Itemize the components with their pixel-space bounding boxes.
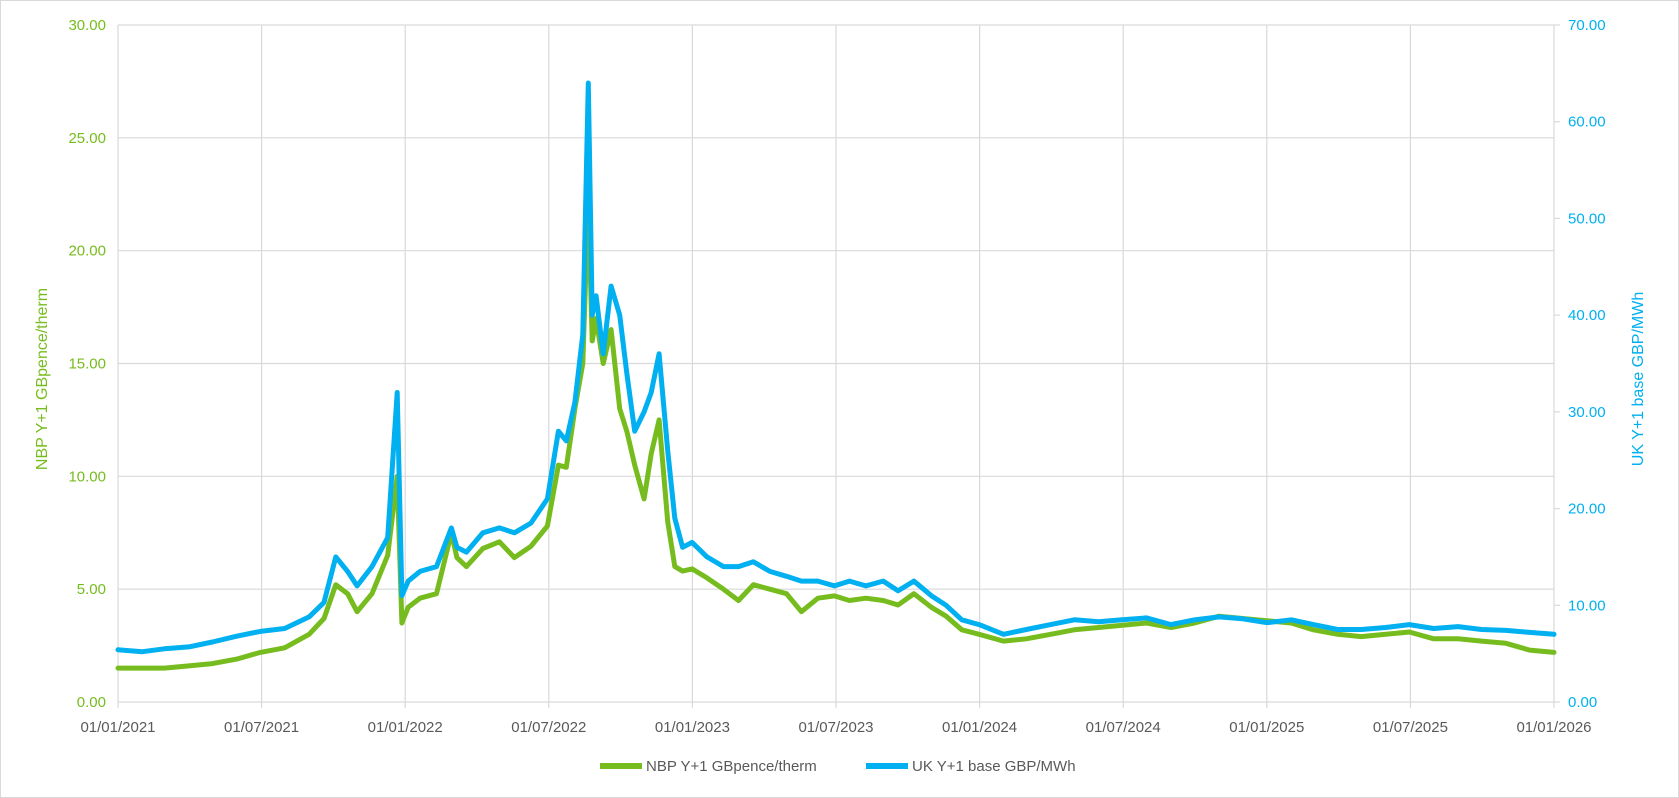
y-axis-title-left: NBP Y+1 GBpence/therm — [34, 288, 51, 470]
legend-label-uk: UK Y+1 base GBP/MWh — [912, 758, 1076, 775]
y-tick-label-left: 30.00 — [68, 17, 106, 34]
series-layer — [115, 80, 1557, 671]
series-line-uk — [115, 80, 1557, 655]
x-tick-label: 01/07/2022 — [511, 719, 586, 736]
x-tick-label: 01/01/2022 — [368, 719, 443, 736]
legend-label-nbp: NBP Y+1 GBpence/therm — [646, 758, 817, 775]
y-axis-title-right: UK Y+1 base GBP/MWh — [1630, 292, 1647, 466]
y-tick-label-right: 10.00 — [1568, 597, 1606, 614]
x-tick-label: 01/07/2023 — [798, 719, 873, 736]
y-tick-label-right: 20.00 — [1568, 501, 1606, 518]
y-tick-label-right: 50.00 — [1568, 210, 1606, 227]
ticks-layer: 0.00 5.00 10.00 15.00 20.00 25.00 30.00 01/01/2… — [68, 17, 1605, 736]
y-tick-label-left: 5.00 — [77, 581, 106, 598]
y-tick-label-left: 20.00 — [68, 243, 106, 260]
legend: NBP Y+1 GBpence/therm UK Y+1 base GBP/MW… — [600, 758, 1076, 775]
y-tick-label-left: 0.00 — [77, 694, 106, 711]
y-tick-label-right: 30.00 — [1568, 404, 1606, 421]
grid-layer — [117, 24, 1560, 708]
x-tick-label: 01/07/2021 — [224, 719, 299, 736]
x-tick-label: 01/07/2025 — [1373, 719, 1448, 736]
y-tick-label-left: 25.00 — [68, 130, 106, 147]
y-tick-label-right: 70.00 — [1568, 17, 1606, 34]
y-tick-label-right: 40.00 — [1568, 307, 1606, 324]
x-tick-label: 01/01/2024 — [942, 719, 1017, 736]
x-tick-label: 01/01/2021 — [80, 719, 155, 736]
x-tick-label: 01/07/2024 — [1086, 719, 1161, 736]
y-tick-label-left: 15.00 — [68, 356, 106, 373]
y-tick-label-right: 60.00 — [1568, 114, 1606, 131]
y-tick-label-left: 10.00 — [68, 468, 106, 485]
x-tick-label: 01/01/2025 — [1229, 719, 1304, 736]
x-tick-label: 01/01/2023 — [655, 719, 730, 736]
x-tick-label: 01/01/2026 — [1516, 719, 1591, 736]
y-tick-label-right: 0.00 — [1568, 694, 1597, 711]
